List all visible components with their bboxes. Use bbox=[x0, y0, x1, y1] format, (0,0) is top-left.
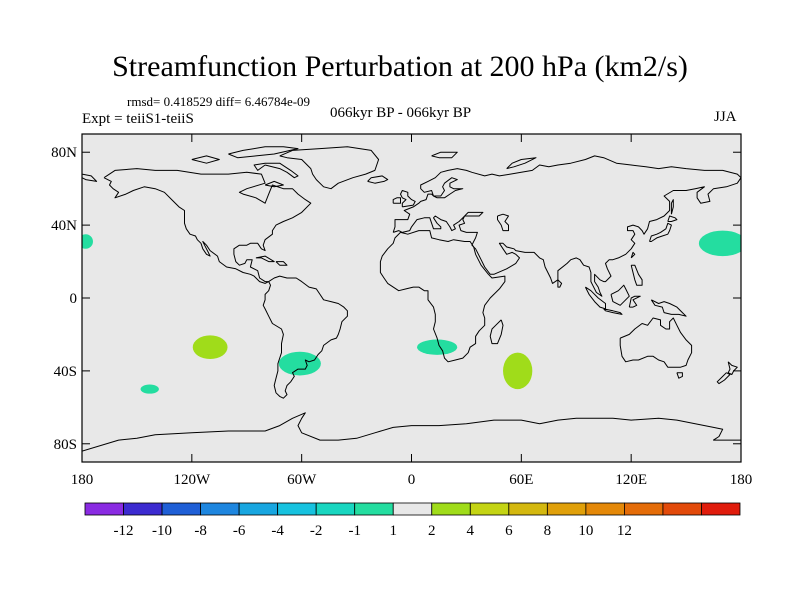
coastline bbox=[262, 275, 348, 399]
colorbar-label: -6 bbox=[233, 523, 246, 539]
anomaly-patch bbox=[503, 352, 533, 390]
colorbar-box bbox=[277, 502, 317, 516]
colorbar-label: -10 bbox=[152, 523, 172, 539]
colorbar-box bbox=[662, 502, 702, 516]
period-label: 066kyr BP - 066kyr BP bbox=[330, 105, 472, 121]
coastline bbox=[630, 251, 636, 259]
coastline bbox=[650, 299, 687, 317]
coastline bbox=[670, 199, 674, 215]
chart-title: Streamfunction Perturbation at 200 hPa (… bbox=[112, 50, 688, 83]
experiment-label: Expt = teiiS1-teiiS bbox=[82, 111, 194, 127]
coastline bbox=[630, 264, 643, 286]
anomaly-layer bbox=[82, 230, 741, 394]
coastline bbox=[253, 162, 299, 179]
x-tick-label: 120W bbox=[173, 472, 211, 488]
coastline bbox=[676, 372, 683, 379]
anomaly-patch bbox=[140, 384, 159, 394]
colorbar-label: 8 bbox=[544, 523, 552, 539]
coastline bbox=[557, 279, 563, 288]
coastline bbox=[103, 168, 312, 284]
anomaly-patch bbox=[416, 339, 458, 355]
coastline bbox=[431, 151, 458, 159]
x-tick-label: 60E bbox=[509, 472, 533, 488]
map-background bbox=[82, 134, 741, 462]
colorbar-box bbox=[431, 502, 471, 516]
y-tick-label: 40S bbox=[54, 364, 77, 380]
colorbar-box bbox=[546, 502, 587, 516]
anomaly-patch bbox=[698, 230, 741, 257]
coastline bbox=[603, 308, 623, 315]
colorbar-label: -4 bbox=[271, 523, 284, 539]
coastline bbox=[506, 157, 537, 170]
colorbar-box bbox=[161, 502, 201, 516]
coastline bbox=[619, 317, 693, 368]
colorbar-label: -12 bbox=[114, 523, 134, 539]
stats-label: rmsd= 0.418529 diff= 6.46784e-09 bbox=[127, 94, 311, 109]
anomaly-patch bbox=[82, 234, 93, 249]
coastline bbox=[82, 412, 741, 452]
colorbar-box bbox=[701, 502, 741, 516]
colorbar-box bbox=[585, 502, 625, 516]
y-tick-label: 80N bbox=[51, 145, 77, 161]
coastline bbox=[667, 215, 678, 222]
coastline bbox=[727, 361, 738, 375]
colorbar-label: 12 bbox=[617, 523, 632, 539]
anomaly-patch bbox=[192, 335, 228, 360]
coastline bbox=[392, 155, 741, 233]
coastline bbox=[255, 255, 275, 263]
x-tick-label: 0 bbox=[408, 472, 416, 488]
colorbar-box bbox=[469, 502, 510, 516]
x-tick-label: 120E bbox=[615, 472, 647, 488]
colorbar: -12 -10 -8 -6 -4 -2 -1 1 2 4 6 8 10 12 bbox=[84, 502, 741, 539]
coastline bbox=[497, 213, 509, 232]
coastline bbox=[379, 230, 506, 363]
colorbar-label: 4 bbox=[467, 523, 475, 539]
colorbar-label: 1 bbox=[389, 523, 397, 539]
colorbar-label: 2 bbox=[428, 523, 436, 539]
coastline bbox=[649, 222, 672, 242]
coastline bbox=[82, 173, 98, 182]
coastline bbox=[489, 319, 504, 345]
y-tick-label: 40N bbox=[51, 218, 77, 234]
colorbar-box bbox=[508, 502, 548, 516]
coastline bbox=[716, 372, 731, 385]
colorbar-box bbox=[624, 502, 664, 516]
colorbar-label: -2 bbox=[310, 523, 323, 539]
coastline bbox=[628, 295, 641, 308]
coastline bbox=[400, 190, 416, 208]
axis-ticks: 180 120W 60W 0 60E 120E 180 80N 40N 0 40S 80S bbox=[51, 134, 752, 488]
colorbar-box bbox=[200, 502, 240, 516]
coastline-layer bbox=[82, 146, 741, 452]
colorbar-label: 10 bbox=[578, 523, 593, 539]
y-tick-label: 0 bbox=[70, 291, 78, 307]
season-label: JJA bbox=[714, 109, 737, 125]
colorbar-box bbox=[238, 502, 279, 516]
colorbar-box bbox=[392, 502, 433, 516]
x-tick-label: 60W bbox=[287, 472, 317, 488]
colorbar-box bbox=[123, 502, 163, 516]
colorbar-label: -1 bbox=[348, 523, 361, 539]
coastline bbox=[279, 146, 380, 190]
colorbar-label: -8 bbox=[194, 523, 207, 539]
coastline bbox=[367, 175, 389, 184]
x-tick-label: 180 bbox=[730, 472, 753, 488]
coastline bbox=[392, 197, 401, 204]
coastline bbox=[610, 284, 630, 306]
coastline bbox=[264, 180, 284, 188]
colorbar-box bbox=[84, 502, 124, 516]
anomaly-patch bbox=[278, 351, 321, 376]
coastline bbox=[228, 146, 299, 159]
colorbar-label: 6 bbox=[505, 523, 513, 539]
colorbar-box bbox=[354, 502, 394, 516]
colorbar-box bbox=[315, 502, 356, 516]
y-tick-label: 80S bbox=[54, 437, 77, 453]
x-tick-label: 180 bbox=[71, 472, 94, 488]
coastline bbox=[191, 155, 220, 164]
coastline bbox=[393, 177, 741, 297]
coastline bbox=[275, 261, 288, 266]
